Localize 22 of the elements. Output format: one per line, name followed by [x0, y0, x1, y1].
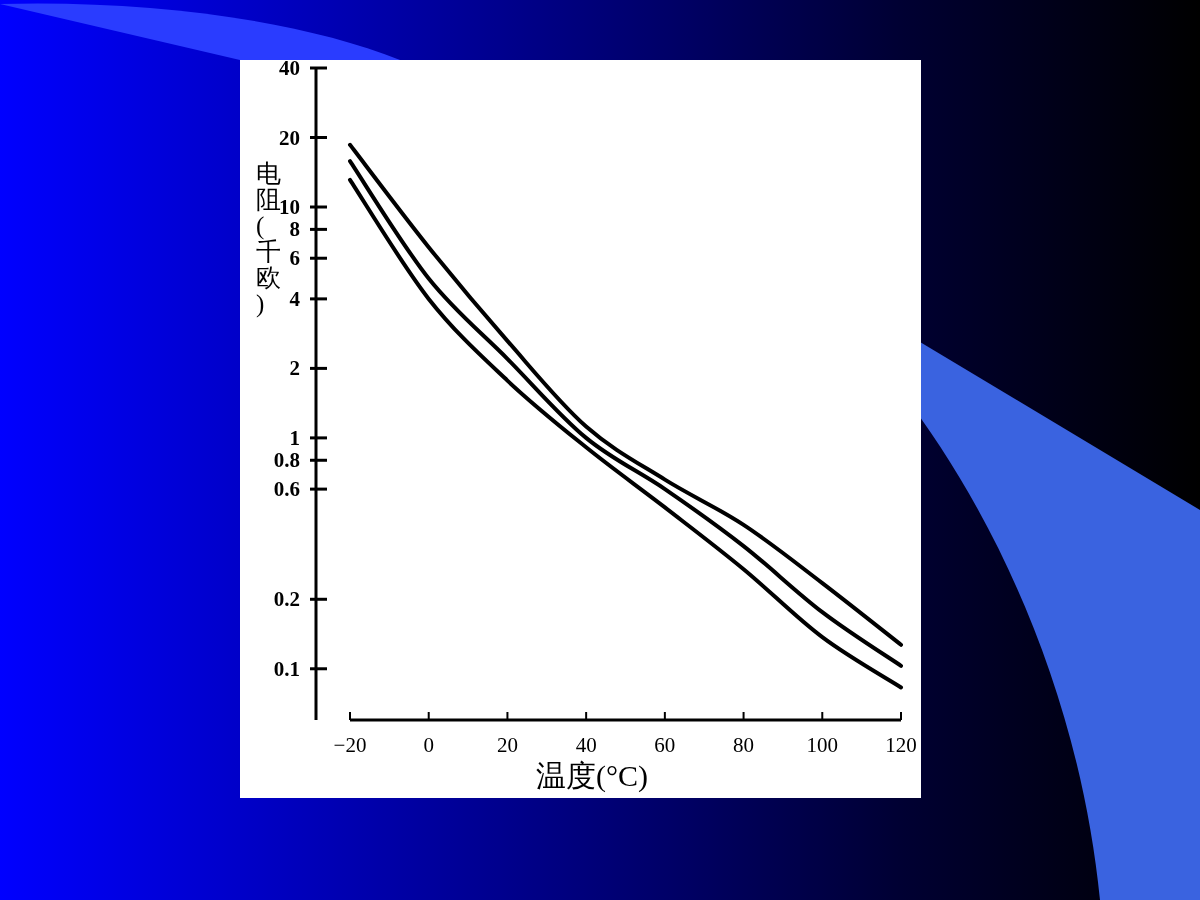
y-tick-label: 0.2 [273, 587, 300, 612]
x-tick-label: 100 [806, 733, 839, 757]
x-axis-title: 温度(°C) [536, 759, 648, 793]
x-tick-label: 80 [733, 733, 755, 757]
y-tick-label: 20 [279, 125, 300, 150]
y-tick-label: 8 [289, 217, 300, 242]
y-tick-label: 4 [289, 286, 301, 311]
y-tick-label: 6 [289, 246, 300, 271]
x-tick-label: 20 [496, 733, 518, 757]
x-tick-label: −20 [333, 733, 367, 757]
y-tick-label: 0.1 [273, 656, 300, 681]
x-tick-label: 40 [575, 733, 597, 757]
y-tick-label: 10 [279, 195, 300, 220]
x-tick-label: 120 [885, 733, 917, 757]
y-tick-label: 40 [279, 56, 300, 80]
y-tick-label: 2 [289, 356, 300, 381]
y-tick-label: 0.6 [273, 477, 300, 502]
y-axis-title: 电阻(千欧) [256, 160, 281, 318]
x-tick-label: 0 [423, 733, 434, 757]
x-tick-label: 60 [654, 733, 676, 757]
y-tick-label: 1 [289, 425, 300, 450]
y-tick-label: 0.8 [273, 448, 300, 473]
